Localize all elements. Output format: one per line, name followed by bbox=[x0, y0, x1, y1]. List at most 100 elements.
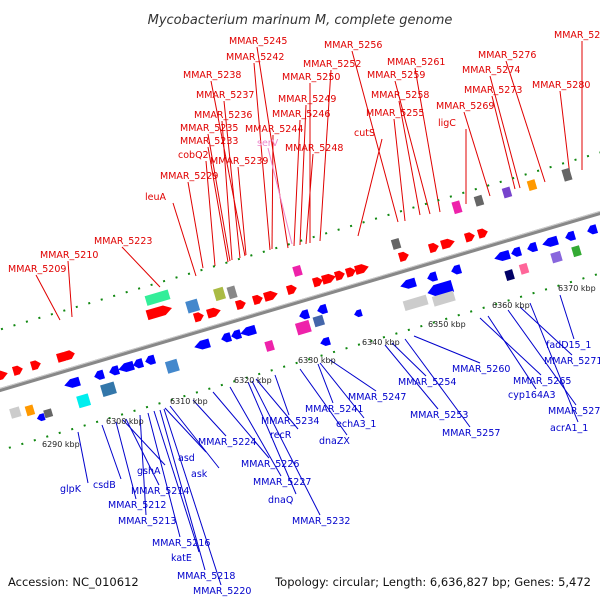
feature-box bbox=[431, 290, 456, 307]
reverse-gene-arrow bbox=[109, 365, 121, 376]
leader-line bbox=[559, 90, 571, 177]
gene-label-recr: recR bbox=[270, 430, 292, 441]
feature-box bbox=[526, 179, 538, 192]
feature-box bbox=[213, 286, 227, 302]
forward-gene-arrow bbox=[311, 277, 323, 288]
gene-label-acra1-1: acrA1_1 bbox=[550, 423, 588, 434]
gene-label-gsha: gshA bbox=[137, 466, 161, 477]
gene-label-mmar-5276: MMAR_5276 bbox=[478, 50, 536, 61]
leader-line bbox=[299, 104, 307, 246]
forward-gene-arrow bbox=[440, 238, 455, 250]
leader-line bbox=[229, 386, 282, 477]
gene-label-mmar-5250: MMAR_5250 bbox=[282, 72, 340, 83]
forward-gene-arrow bbox=[234, 299, 246, 311]
leader-line bbox=[237, 166, 247, 256]
gene-label-mmar-5258: MMAR_5258 bbox=[371, 90, 429, 101]
accession-text: Accession: NC_010612 bbox=[8, 575, 139, 589]
leader-line bbox=[121, 246, 161, 288]
gene-label-mmar-5234: MMAR_5234 bbox=[261, 416, 319, 427]
gene-label-mmar-5214: MMAR_5214 bbox=[131, 486, 189, 497]
gene-label-mmar-5255: MMAR_5255 bbox=[366, 108, 424, 119]
feature-box bbox=[501, 186, 513, 199]
gene-label-leua: leuA bbox=[145, 192, 167, 203]
leader-line bbox=[505, 60, 546, 183]
forward-gene-arrow bbox=[321, 273, 336, 285]
leader-line bbox=[271, 134, 274, 250]
gene-label-asd: asd bbox=[178, 453, 195, 464]
leader-line bbox=[115, 421, 137, 500]
leader-line bbox=[101, 424, 122, 480]
reverse-gene-arrow bbox=[451, 264, 463, 275]
leader-line bbox=[414, 67, 441, 213]
gene-label-fadd15-1: fadD15_1 bbox=[546, 340, 591, 351]
gene-label-ligc: ligC bbox=[438, 118, 456, 129]
gene-label-mmar-5254: MMAR_5254 bbox=[398, 377, 456, 388]
reverse-gene-arrow bbox=[299, 309, 311, 320]
gene-label-cobq2: cobQ2 bbox=[178, 150, 209, 161]
leader-line bbox=[147, 412, 181, 538]
leader-line bbox=[487, 315, 537, 390]
leader-line bbox=[212, 391, 270, 459]
reverse-gene-arrow bbox=[565, 230, 577, 241]
leader-line bbox=[394, 80, 431, 215]
gene-label-mmar-5213: MMAR_5213 bbox=[118, 516, 176, 527]
gene-tracks bbox=[0, 151, 600, 452]
feature-box bbox=[264, 339, 275, 352]
feature-box bbox=[312, 314, 326, 328]
reverse-gene-arrow bbox=[400, 277, 417, 289]
gene-label-mmar-5232: MMAR_5232 bbox=[292, 516, 350, 527]
gene-label-mmar-5238: MMAR_5238 bbox=[183, 70, 241, 81]
forward-gene-arrow bbox=[0, 370, 8, 382]
leader-line bbox=[479, 317, 542, 376]
gene-label-mmar-5210: MMAR_5210 bbox=[40, 250, 98, 261]
gene-label-mmar-5216: MMAR_5216 bbox=[152, 538, 210, 549]
forward-gene-arrow bbox=[285, 284, 297, 295]
leader-line bbox=[404, 338, 471, 428]
gene-label-mmar-5229: MMAR_5229 bbox=[160, 171, 218, 182]
gene-label-mmar-5280: MMAR_5280 bbox=[532, 80, 590, 91]
reverse-gene-arrow bbox=[317, 303, 329, 315]
feature-box bbox=[473, 194, 485, 207]
leader-line bbox=[391, 342, 427, 377]
gene-label-mmar-5226: MMAR_5226 bbox=[241, 459, 299, 470]
leader-line bbox=[172, 202, 197, 277]
leader-line bbox=[413, 335, 481, 364]
feature-box bbox=[390, 238, 402, 250]
gene-label-mmar-5246: MMAR_5246 bbox=[272, 109, 330, 120]
feature-box bbox=[9, 406, 22, 419]
gene-label-mmar-5224: MMAR_5224 bbox=[198, 437, 256, 448]
gene-label-mmar-5260: MMAR_5260 bbox=[452, 364, 510, 375]
feature-box bbox=[504, 269, 515, 282]
gene-label-dnaq: dnaQ bbox=[268, 495, 293, 506]
forward-gene-arrow bbox=[145, 305, 172, 321]
gene-label-mmar-5265: MMAR_5265 bbox=[513, 376, 571, 387]
reverse-gene-arrow bbox=[527, 241, 539, 253]
gene-label-mmar-5259: MMAR_5259 bbox=[367, 70, 425, 81]
leader-line bbox=[267, 147, 293, 245]
leader-line bbox=[398, 100, 421, 216]
gene-label-mmar-5261: MMAR_5261 bbox=[387, 57, 445, 68]
gene-label-mmar-5218: MMAR_5218 bbox=[177, 571, 235, 582]
leader-line bbox=[255, 378, 299, 430]
leader-line bbox=[223, 100, 241, 259]
reverse-gene-arrow bbox=[587, 224, 599, 235]
forward-gene-arrow bbox=[206, 307, 221, 319]
leader-line bbox=[192, 399, 227, 437]
leader-line bbox=[299, 368, 348, 436]
leader-line bbox=[169, 405, 220, 469]
map-title: Mycobacterium marinum M, complete genome bbox=[148, 13, 453, 28]
leader-line bbox=[67, 260, 73, 318]
gene-label-mmar-5212: MMAR_5212 bbox=[108, 500, 166, 511]
feature-box bbox=[561, 167, 573, 182]
feature-box bbox=[451, 200, 463, 215]
forward-gene-arrow bbox=[192, 312, 204, 323]
backbone-line bbox=[0, 210, 600, 393]
tick-label: 6350 kbp bbox=[428, 320, 466, 329]
reverse-gene-arrow bbox=[511, 246, 523, 257]
leader-line bbox=[351, 50, 399, 223]
forward-gene-arrow bbox=[11, 365, 23, 376]
leader-line bbox=[319, 69, 332, 242]
gene-label-mmar-5271: MMAR_5271 bbox=[544, 356, 600, 367]
reverse-gene-arrow bbox=[320, 336, 331, 347]
gene-label-serv: serV bbox=[257, 138, 279, 149]
